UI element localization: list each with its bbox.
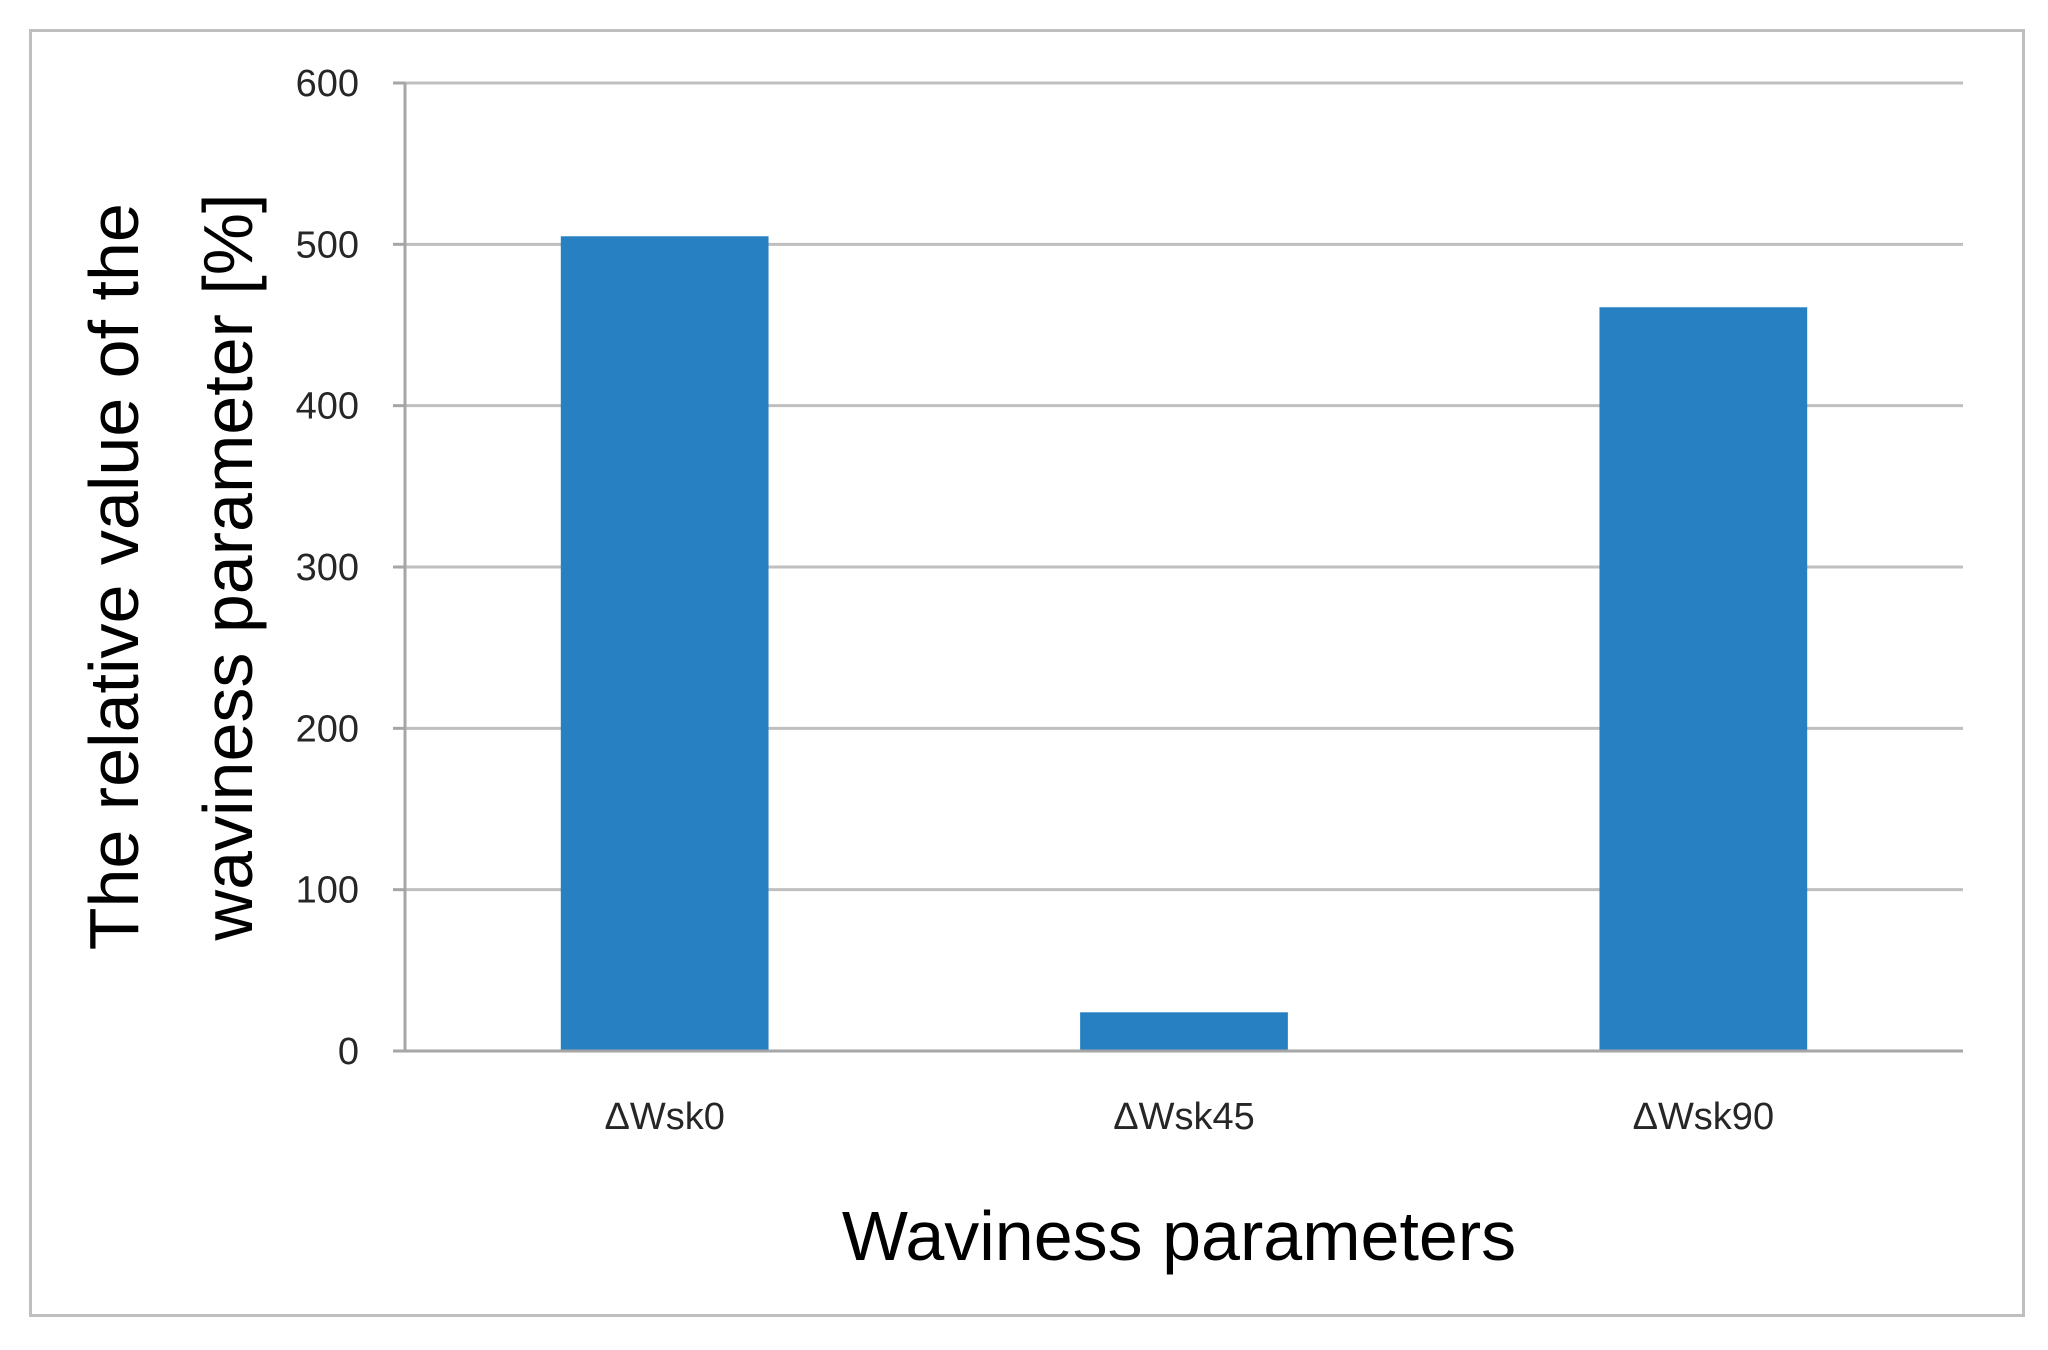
- y-tick-labels: 0 100 200 300 400 500 600: [296, 63, 359, 1073]
- y-tick-label: 500: [296, 224, 359, 266]
- y-tick-label: 0: [338, 1031, 359, 1073]
- y-tick-label: 600: [296, 63, 359, 105]
- y-tick-label: 100: [296, 870, 359, 912]
- axes: [393, 81, 1963, 1053]
- y-tick-label: 300: [296, 547, 359, 589]
- bar-1: [560, 236, 769, 1051]
- y-tick-label: 400: [296, 386, 359, 428]
- y-tick-label: 200: [296, 708, 359, 750]
- bars: [560, 236, 1808, 1052]
- x-tick-label: ΔWsk0: [604, 1096, 724, 1138]
- bar-3: [1599, 307, 1808, 1052]
- y-axis-title-line-2: waviness parameter [%]: [189, 194, 267, 942]
- x-tick-labels: ΔWsk0 ΔWsk45 ΔWsk90: [604, 1096, 1774, 1138]
- bar-2: [1080, 1012, 1288, 1051]
- y-axis-title: The relative value of the waviness param…: [75, 184, 267, 951]
- x-tick-label: ΔWsk90: [1633, 1096, 1775, 1138]
- x-tick-label: ΔWsk45: [1113, 1096, 1255, 1138]
- x-axis-title: Waviness parameters: [842, 1197, 1516, 1275]
- y-axis-title-line-1: The relative value of the: [75, 203, 153, 950]
